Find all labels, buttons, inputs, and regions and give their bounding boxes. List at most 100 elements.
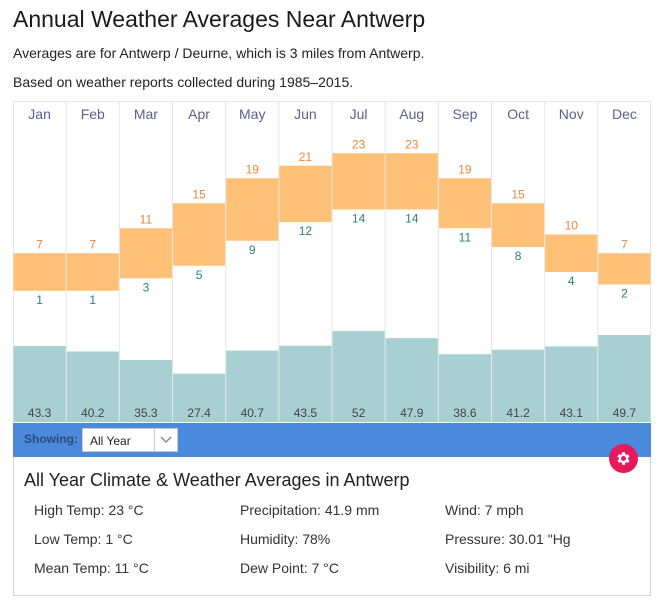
temp-range-bar [226, 178, 279, 241]
precip-label: 47.9 [400, 406, 424, 420]
month-label: Aug [399, 106, 424, 122]
month-label: Nov [559, 106, 584, 122]
month-label: Oct [507, 106, 529, 122]
high-temp-label: 11 [140, 212, 153, 226]
chevron-down-icon[interactable] [154, 429, 177, 451]
precip-label: 43.5 [294, 406, 318, 420]
precip-bar [279, 345, 332, 422]
low-temp-label: 12 [299, 224, 313, 238]
weather-chart: Jan 7 1 43.3 Feb 7 1 40.2 Mar 11 3 35.3 Apr 15 5 27.4 Ma… [13, 101, 651, 424]
precip-bar [13, 346, 66, 422]
high-temp-label: 21 [299, 150, 313, 164]
stat-precipitation: Precipitation: 41.9 mm [240, 502, 380, 518]
precip-bar [598, 335, 651, 422]
month-column: Nov 10 4 43.1 [545, 106, 598, 422]
month-label: Jun [294, 106, 317, 122]
precip-bar [332, 331, 385, 422]
temp-range-bar [279, 165, 332, 222]
high-temp-label: 10 [565, 219, 579, 233]
stat-dew-point: Dew Point: 7 °C [240, 560, 339, 576]
precip-label: 35.3 [134, 406, 158, 420]
precip-bar [226, 350, 279, 422]
low-temp-label: 11 [459, 230, 472, 244]
settings-button[interactable] [609, 444, 638, 473]
precip-label: 49.7 [613, 406, 637, 420]
temp-range-bar [492, 203, 545, 247]
precip-label: 41.2 [506, 406, 530, 420]
month-column: Mar 11 3 35.3 [119, 106, 172, 422]
precip-label: 43.1 [560, 406, 584, 420]
showing-label: Showing: [24, 432, 78, 446]
stat-wind: Wind: 7 mph [445, 502, 524, 518]
precip-bar [545, 346, 598, 422]
precip-label: 40.7 [241, 406, 265, 420]
precip-label: 52 [352, 406, 366, 420]
summary-card: All Year Climate & Weather Averages in A… [13, 457, 651, 596]
temp-range-bar [438, 178, 491, 229]
low-temp-label: 8 [515, 249, 522, 263]
precip-label: 40.2 [81, 406, 105, 420]
temp-range-bar [66, 253, 119, 291]
summary-title: All Year Climate & Weather Averages in A… [24, 470, 410, 490]
high-temp-label: 19 [458, 162, 472, 176]
month-label: Feb [81, 106, 105, 122]
temp-range-bar [13, 253, 66, 291]
month-label: Jul [350, 106, 368, 122]
gear-icon [617, 452, 630, 465]
high-temp-label: 15 [192, 187, 206, 201]
month-label: Apr [188, 106, 210, 122]
month-label: Jan [28, 106, 51, 122]
low-temp-label: 4 [568, 274, 575, 288]
period-select-value: All Year [90, 434, 131, 448]
high-temp-label: 19 [246, 162, 260, 176]
temp-range-bar [119, 228, 172, 279]
period-toolbar: Showing: All Year [13, 423, 651, 457]
low-temp-label: 2 [621, 287, 628, 301]
month-column: Apr 15 5 27.4 [173, 106, 226, 422]
month-label: Sep [452, 106, 477, 122]
month-label: May [239, 106, 265, 122]
stat-visibility: Visibility: 6 mi [445, 560, 530, 576]
month-label: Dec [612, 106, 637, 122]
stat-high-temp: High Temp: 23 °C [34, 502, 144, 518]
stat-low-temp: Low Temp: 1 °C [34, 531, 133, 547]
precip-bar [492, 349, 545, 422]
period-select[interactable]: All Year [82, 428, 178, 452]
precip-label: 27.4 [187, 406, 211, 420]
data-period-note: Based on weather reports collected durin… [13, 74, 354, 90]
month-column: Aug 23 14 47.9 [385, 106, 438, 422]
high-temp-label: 15 [511, 187, 525, 201]
stat-humidity: Humidity: 78% [240, 531, 331, 547]
temp-range-bar [332, 153, 385, 210]
stat-pressure: Pressure: 30.01 "Hg [445, 531, 571, 547]
precip-bar [438, 354, 491, 422]
precip-bar [173, 373, 226, 422]
high-temp-label: 23 [405, 137, 419, 151]
low-temp-label: 1 [36, 293, 43, 307]
high-temp-label: 23 [352, 137, 366, 151]
precip-label: 38.6 [453, 406, 477, 420]
station-note: Averages are for Antwerp / Deurne, which… [13, 45, 425, 61]
low-temp-label: 14 [352, 212, 366, 226]
month-label: Mar [134, 106, 158, 122]
low-temp-label: 5 [196, 268, 203, 282]
month-column: Jan 7 1 43.3 [13, 106, 66, 422]
precip-bar [119, 359, 172, 422]
low-temp-label: 1 [89, 293, 96, 307]
temp-range-bar [173, 203, 226, 266]
month-column: Dec 7 2 49.7 [598, 106, 651, 422]
month-column: Feb 7 1 40.2 [66, 106, 119, 422]
low-temp-label: 9 [249, 243, 256, 257]
high-temp-label: 7 [36, 237, 43, 251]
month-column: May 19 9 40.7 [226, 106, 279, 422]
high-temp-label: 7 [621, 237, 628, 251]
low-temp-label: 3 [143, 280, 150, 294]
month-column: Jun 21 12 43.5 [279, 106, 332, 422]
month-column: Jul 23 14 52 [332, 106, 385, 422]
temp-range-bar [598, 253, 651, 285]
month-column: Oct 15 8 41.2 [492, 106, 545, 422]
temp-range-bar [545, 234, 598, 272]
high-temp-label: 7 [89, 237, 96, 251]
page-title: Annual Weather Averages Near Antwerp [13, 6, 426, 32]
precip-label: 43.3 [28, 406, 52, 420]
